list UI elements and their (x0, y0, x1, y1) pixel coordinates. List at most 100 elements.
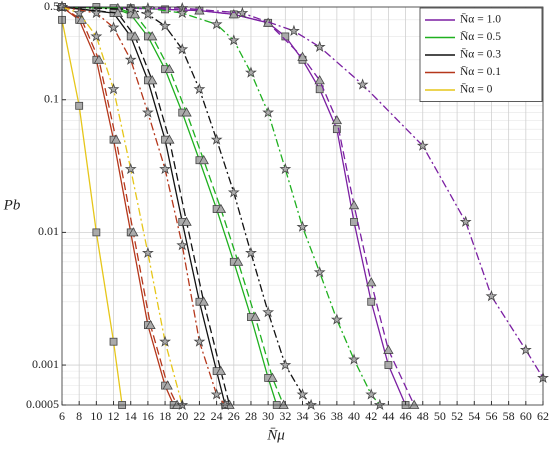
marker-triangle (110, 134, 122, 144)
marker-star (193, 83, 206, 95)
marker-star (227, 186, 240, 198)
marker-star (236, 6, 249, 19)
x-tick-label: 44 (382, 409, 394, 423)
marker-triangle (164, 134, 175, 144)
marker-triangle (129, 9, 141, 19)
marker-star (141, 106, 154, 118)
marker-triangle (181, 107, 192, 117)
marker-triangle (348, 200, 360, 210)
marker-star (416, 139, 429, 151)
x-tick-label: 54 (468, 409, 480, 423)
marker-triangle (128, 227, 139, 237)
marker-triangle (198, 296, 209, 306)
marker-triangle (297, 51, 308, 61)
y-tick-label: 0.5 (44, 0, 59, 13)
marker-triangle (408, 399, 420, 409)
marker-square (367, 297, 376, 306)
x-tick-label: 50 (434, 409, 446, 423)
marker-star (279, 358, 292, 371)
marker-star (373, 398, 386, 411)
x-tick-label: 42 (365, 409, 377, 423)
marker-triangle (93, 54, 105, 64)
marker-triangle (314, 75, 325, 85)
legend-label: N̄α = 0.3 (460, 48, 501, 61)
marker-square (92, 228, 101, 237)
x-tick-label: 58 (503, 409, 515, 423)
y-tick-label: 0.01 (38, 224, 59, 238)
marker-triangle (383, 344, 394, 354)
marker-star (124, 3, 137, 15)
marker-triangle (215, 365, 227, 376)
x-tick-label: 52 (451, 409, 463, 423)
x-tick-label: 36 (314, 409, 326, 423)
marker-star (159, 19, 171, 31)
marker-triangle (129, 31, 141, 41)
marker-triangle (181, 216, 192, 226)
series-line (61, 6, 415, 406)
x-tick-label: 22 (193, 409, 205, 423)
marker-triangle (215, 203, 227, 213)
marker-triangle (278, 399, 289, 409)
y-tick-label: 0.001 (32, 357, 59, 371)
series-line (61, 6, 381, 406)
marker-star (227, 34, 240, 46)
x-tick-label: 6 (59, 409, 65, 423)
marker-triangle (164, 63, 175, 74)
marker-triangle (162, 380, 173, 390)
marker-star (210, 133, 223, 145)
marker-triangle (147, 31, 158, 41)
series-line (61, 6, 178, 406)
x-tick-label: 46 (400, 409, 412, 423)
x-tick-label: 48 (417, 409, 429, 423)
marker-triangle (267, 372, 278, 382)
marker-star (279, 162, 292, 175)
marker-triangle (147, 75, 158, 85)
marker-triangle (112, 7, 124, 17)
marker-triangle (366, 277, 377, 287)
marker-triangle (232, 256, 244, 266)
marker-triangle (331, 114, 343, 125)
marker-star (210, 18, 223, 30)
marker-star (245, 246, 257, 258)
x-tick-label: 24 (211, 409, 223, 423)
x-tick-label: 10 (90, 409, 102, 423)
marker-star (219, 398, 232, 411)
series-line (61, 6, 285, 406)
x-tick-label: 56 (485, 409, 497, 423)
x-tick-label: 28 (245, 409, 257, 423)
marker-star (159, 162, 171, 175)
axes-frame (61, 6, 544, 406)
marker-star (107, 21, 120, 33)
marker-star (519, 343, 532, 355)
x-tick-label: 18 (159, 409, 171, 423)
marker-triangle (198, 154, 209, 165)
marker-square (75, 101, 84, 110)
y-axis-label: Pb (3, 197, 21, 213)
y-tick-label: 0.0005 (26, 397, 59, 411)
x-tick-label: 30 (262, 409, 274, 423)
marker-star (90, 6, 103, 19)
marker-triangle (145, 319, 156, 330)
marker-star (485, 290, 498, 302)
marker-star (288, 24, 300, 36)
x-tick-label: 34 (297, 409, 309, 423)
legend: N̄α = 1.0 N̄α = 0.5 N̄α = 0.3 N̄α = 0.1 N̄α … (419, 7, 543, 102)
marker-star (245, 66, 257, 78)
marker-star (90, 30, 103, 42)
marker-star (459, 215, 472, 227)
x-tick-label: 8 (76, 409, 82, 423)
marker-star (365, 388, 378, 400)
marker-star (330, 313, 343, 325)
series-line (61, 6, 175, 406)
marker-square (281, 32, 290, 41)
marker-star (141, 246, 154, 258)
marker-star (73, 6, 86, 19)
marker-star (176, 6, 189, 19)
marker-square (384, 361, 393, 369)
x-tick-label: 20 (176, 409, 188, 423)
marker-star (262, 306, 275, 318)
marker-star (159, 335, 171, 347)
marker-star (176, 239, 189, 251)
